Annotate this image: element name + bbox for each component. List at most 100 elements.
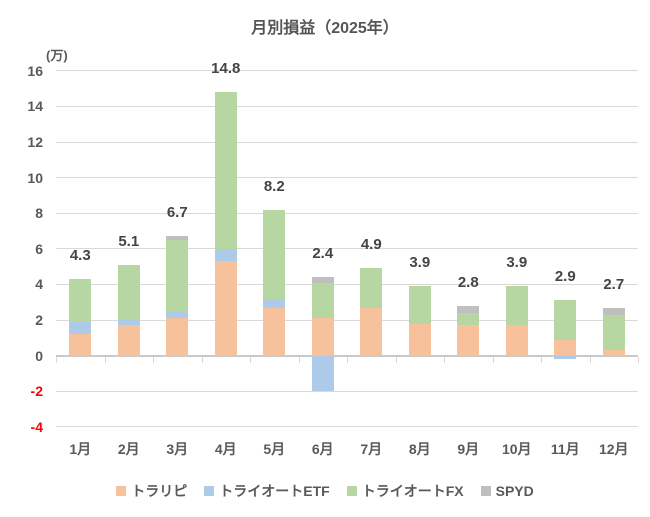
axis-tick [104, 356, 106, 363]
bar-segment-1 [69, 334, 92, 356]
legend-label: トライオートFX [361, 483, 464, 499]
bar-segment-3 [408, 286, 431, 324]
bar-segment-3 [457, 312, 480, 326]
bar-segment-1 [554, 339, 577, 356]
axis-tick [444, 356, 445, 363]
y-tick-label: 4 [35, 276, 43, 293]
y-tick-label: 0 [35, 347, 43, 364]
x-axis-label: 3月 [166, 441, 189, 457]
gridline [56, 248, 638, 250]
y-tick-label: -4 [30, 418, 43, 435]
bar-segment-2 [554, 355, 577, 360]
bar-segment-3 [214, 92, 237, 249]
legend-label: SPYD [495, 483, 534, 499]
legend-item-2: トライオートETF [204, 481, 330, 501]
bar-segment-3 [360, 268, 383, 308]
x-axis-label: 1月 [69, 441, 92, 457]
x-axis-label: 7月 [360, 441, 383, 457]
y-tick-label: -2 [30, 383, 43, 400]
legend: トラリピ トライオートETF トライオートFX SPYD [0, 481, 650, 501]
x-axis-label: 9月 [457, 441, 480, 457]
bar-total-label: 8.2 [263, 177, 285, 195]
bar-segment-1 [360, 307, 383, 356]
axis-tick [347, 356, 348, 363]
legend-swatch-icon [480, 486, 491, 496]
bar-segment-1 [166, 318, 189, 356]
bar-segment-2 [69, 321, 92, 335]
x-axis-label: 10月 [501, 441, 532, 457]
bar-segment-3 [263, 209, 286, 299]
bar-total-label: 2.8 [457, 273, 479, 291]
bar-segment-3 [311, 282, 334, 319]
legend-swatch-icon [204, 486, 215, 496]
bar-segment-2 [311, 355, 334, 392]
axis-tick [395, 356, 397, 363]
axis-tick [298, 356, 300, 363]
bar-segment-1 [457, 325, 480, 356]
y-tick-label: 2 [35, 312, 43, 328]
bar-segment-3 [602, 314, 625, 351]
chart-title: 月別損益（2025年） [251, 20, 399, 37]
bar-total-label: 4.9 [360, 236, 382, 254]
axis-tick [492, 356, 494, 363]
y-axis-unit-label: (万) [46, 48, 68, 63]
legend-label: トラリピ [131, 483, 188, 499]
bar-segment-1 [602, 350, 625, 356]
axis-tick [638, 356, 639, 363]
bar-segment-4 [166, 236, 189, 240]
bar-segment-4 [311, 277, 334, 283]
x-axis-label: 12月 [598, 441, 629, 457]
bar-total-label: 2.7 [603, 275, 625, 293]
legend-item-3: トライオートFX [346, 481, 464, 501]
bar-segment-3 [69, 279, 92, 322]
legend-label: トライオートETF [219, 483, 330, 499]
y-tick-label: 6 [35, 240, 43, 257]
bar-segment-3 [554, 300, 577, 340]
x-axis-label: 2月 [117, 441, 140, 457]
gridline [56, 177, 638, 179]
x-axis-label: 8月 [408, 441, 431, 457]
bar-segment-1 [214, 261, 237, 356]
y-tick-label: 14 [27, 98, 43, 115]
bar-segment-1 [311, 318, 334, 356]
legend-item-4: SPYD [480, 483, 534, 499]
bar-total-label: 6.7 [166, 204, 188, 222]
bar-segment-2 [117, 320, 140, 326]
bar-total-label: 2.4 [312, 245, 334, 263]
axis-tick [153, 356, 154, 363]
y-tick-label: 16 [27, 62, 43, 79]
gridline [56, 70, 638, 72]
x-axis-line [56, 354, 638, 357]
bar-total-label: 3.9 [409, 254, 431, 272]
bar-segment-3 [117, 264, 140, 320]
axis-tick [541, 356, 542, 363]
bar-segment-3 [505, 286, 528, 326]
bar-total-label: 4.3 [69, 247, 91, 265]
gridline [56, 426, 638, 428]
bar-segment-1 [408, 323, 431, 356]
gridline [56, 319, 638, 321]
gridline [56, 283, 638, 285]
bar-segment-1 [505, 325, 528, 356]
axis-tick [201, 356, 203, 363]
bar-segment-1 [117, 325, 140, 356]
bar-segment-2 [263, 298, 286, 308]
gridline [56, 141, 638, 143]
bar-total-label: 14.8 [211, 60, 241, 78]
bar-segment-4 [457, 305, 480, 313]
gridline [56, 212, 638, 214]
legend-swatch-icon [116, 486, 127, 496]
x-axis-label: 4月 [214, 441, 237, 457]
legend-item-1: トラリピ [116, 481, 187, 501]
bar-total-label: 2.9 [554, 268, 576, 286]
bar-total-label: 3.9 [506, 254, 528, 272]
x-axis-label: 5月 [263, 441, 286, 457]
y-tick-label: 12 [27, 134, 43, 150]
gridline [56, 105, 638, 107]
axis-tick [56, 356, 57, 363]
bar-segment-4 [602, 307, 625, 315]
axis-tick [589, 356, 591, 363]
axis-tick [250, 356, 251, 363]
x-axis-label: 11月 [550, 441, 580, 457]
